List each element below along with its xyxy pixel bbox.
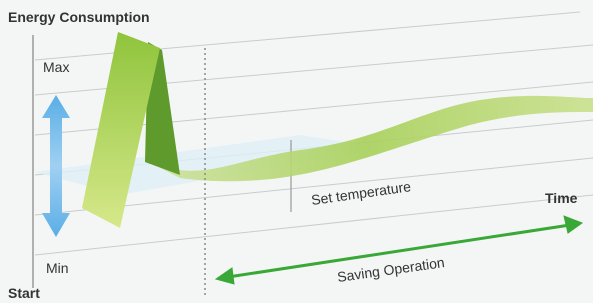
title: Energy Consumption [8, 9, 150, 25]
start-label: Start [8, 285, 40, 301]
time-label: Time [545, 190, 578, 206]
min-label: Min [46, 260, 69, 276]
max-label: Max [43, 59, 69, 75]
diagram: Energy Consumption Max Min Start Time Se… [0, 0, 593, 303]
